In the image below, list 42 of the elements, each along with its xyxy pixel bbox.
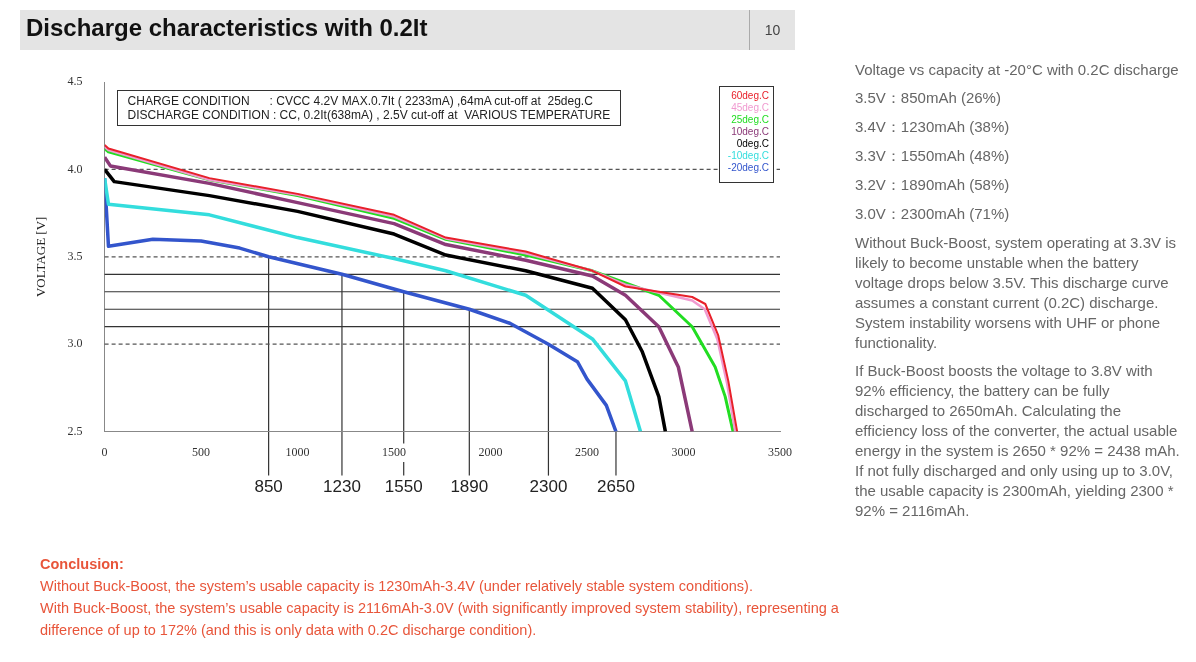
- annotation: 2300: [529, 477, 568, 497]
- x-tick-label: 0: [101, 444, 108, 459]
- text: Conclusion:: [40, 555, 125, 574]
- text: Voltage vs capacity at -20°C with 0.2C discharge: [855, 60, 1180, 80]
- text: 3.4V：1230mAh (38%): [855, 117, 1011, 137]
- x-tick-label: 3500: [768, 444, 792, 459]
- annotation: 2650: [597, 477, 635, 497]
- y-tick-label: 3.0: [67, 336, 83, 351]
- annotation: DISCHARGE CONDITION : CC, 0.2It(638mA) , 2.5V cut-off at VARIOUS TEMPERATURE: [127, 108, 611, 122]
- annotation: 850: [254, 477, 283, 497]
- x-tick-label: 1500: [382, 444, 407, 459]
- x-tick-label: 1000: [285, 444, 310, 459]
- x-tick-label: 2000: [478, 444, 503, 459]
- text: With Buck-Boost, the system’s usable capacity is 2116mAh-3.0V (with significantly improved system stability), representing a difference of up to 172% (and this is only data with 0.2C discharge condition).: [40, 599, 840, 640]
- x-tick-label: 3000: [671, 444, 696, 459]
- text: Without Buck-Boost, system operating at 3.3V is likely to become unstable when the battery voltage drops below 3.5V. This discharge curve assumes a constant current (0.2C) discharge. System instability worsens with UHF or phone functionality.: [855, 233, 1177, 353]
- text: Without Buck-Boost, the system’s usable capacity is 1230mAh-3.4V (under relatively stable system conditions).: [40, 577, 754, 596]
- text: 10: [749, 10, 795, 50]
- x-tick-label: 2500: [575, 444, 600, 459]
- text: 0deg.C: [735, 138, 769, 150]
- y-tick-label: 3.5: [67, 248, 83, 263]
- y-axis-title: VOLTAGE [V]: [33, 216, 49, 298]
- text: 3.0V：2300mAh (71%): [855, 204, 1011, 224]
- text: If Buck-Boost boosts the voltage to 3.8V with 92% efficiency, the battery can be fully discharged to 2650mAh. Calculating the efficiency loss of the converter, the actual usable energy in the system is 2650 * 92% = 2438 mAh. If not fully discharged and only using up to 3.0V, the usable capacity is 2300mAh, yielding 2300 * 92% = 2116mAh.: [855, 361, 1180, 521]
- annotation: 1230: [323, 477, 361, 497]
- text: 10deg.C: [730, 126, 769, 138]
- annotation: 1890: [450, 477, 489, 497]
- y-tick-label: 2.5: [67, 423, 83, 438]
- y-tick-label: 4.5: [67, 74, 83, 89]
- text: 3.5V：850mAh (26%): [855, 88, 1002, 108]
- text: -10deg.C: [727, 150, 769, 162]
- annotation: CHARGE CONDITION : CVCC 4.2V MAX.0.7It ( 2233mA) ,64mA cut-off at 25deg.C: [127, 94, 593, 108]
- text: 3.2V：1890mAh (58%): [855, 175, 1011, 195]
- text: 45deg.C: [730, 102, 769, 114]
- chart-title: Discharge characteristics with 0.2It: [26, 14, 428, 42]
- x-tick-label: 500: [192, 444, 211, 459]
- text: 60deg.C: [730, 90, 769, 102]
- text: -20deg.C: [727, 162, 769, 174]
- text: 3.3V：1550mAh (48%): [855, 146, 1011, 166]
- annotation: 1550: [384, 477, 423, 497]
- y-tick-label: 4.0: [67, 161, 83, 176]
- text: 25deg.C: [730, 114, 769, 126]
